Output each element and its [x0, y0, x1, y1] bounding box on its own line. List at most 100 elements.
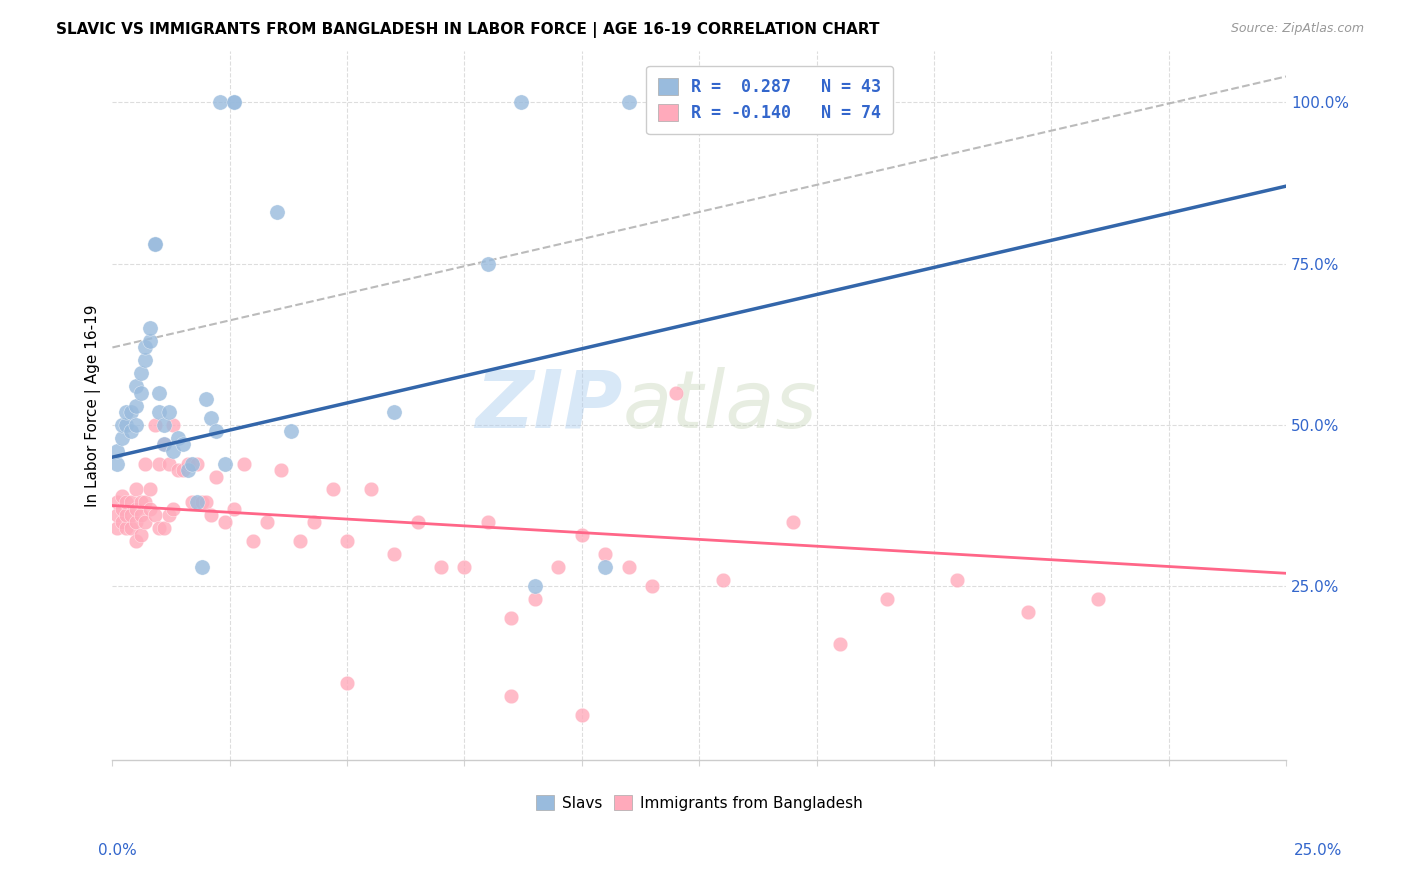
Text: atlas: atlas [623, 367, 818, 444]
Point [181, 495, 204, 509]
Point [477, 515, 499, 529]
Point [129, 385, 152, 400]
Point [617, 95, 640, 110]
Point [167, 431, 190, 445]
Point [523, 592, 546, 607]
Point [111, 501, 134, 516]
Point [195, 392, 218, 406]
Point [501, 689, 523, 703]
Point [453, 559, 475, 574]
Point [134, 353, 156, 368]
Point [209, 95, 232, 110]
Point [224, 95, 246, 110]
Point [186, 457, 208, 471]
Point [195, 495, 218, 509]
Point [125, 399, 148, 413]
Point [120, 521, 142, 535]
Point [477, 257, 499, 271]
Point [200, 411, 222, 425]
Point [134, 515, 156, 529]
Point [105, 457, 128, 471]
Point [186, 495, 208, 509]
Point [148, 457, 170, 471]
Point [134, 457, 156, 471]
Point [153, 521, 176, 535]
Point [360, 483, 382, 497]
Point [143, 237, 166, 252]
Point [115, 508, 138, 523]
Point [153, 417, 176, 432]
Point [139, 501, 162, 516]
Point [214, 457, 236, 471]
Point [162, 501, 184, 516]
Point [148, 405, 170, 419]
Point [242, 534, 264, 549]
Point [172, 437, 194, 451]
Point [157, 508, 180, 523]
Point [143, 508, 166, 523]
Point [176, 463, 198, 477]
Point [501, 611, 523, 625]
Point [946, 573, 969, 587]
Point [1087, 592, 1109, 607]
Point [139, 334, 162, 348]
Point [1017, 605, 1039, 619]
Point [111, 431, 134, 445]
Point [125, 483, 148, 497]
Point [595, 547, 617, 561]
Text: 0.0%: 0.0% [98, 843, 138, 858]
Point [162, 443, 184, 458]
Point [167, 463, 190, 477]
Text: 25.0%: 25.0% [1295, 843, 1343, 858]
Legend: Slavs, Immigrants from Bangladesh: Slavs, Immigrants from Bangladesh [530, 789, 869, 816]
Point [224, 501, 246, 516]
Point [115, 417, 138, 432]
Point [129, 527, 152, 541]
Point [523, 579, 546, 593]
Point [280, 425, 302, 439]
Point [105, 495, 128, 509]
Point [125, 417, 148, 432]
Point [571, 527, 593, 541]
Point [190, 559, 212, 574]
Point [153, 437, 176, 451]
Point [134, 341, 156, 355]
Point [148, 385, 170, 400]
Point [111, 515, 134, 529]
Text: SLAVIC VS IMMIGRANTS FROM BANGLADESH IN LABOR FORCE | AGE 16-19 CORRELATION CHAR: SLAVIC VS IMMIGRANTS FROM BANGLADESH IN … [56, 22, 880, 38]
Point [382, 405, 405, 419]
Point [172, 463, 194, 477]
Point [214, 515, 236, 529]
Point [120, 405, 142, 419]
Point [143, 417, 166, 432]
Point [157, 405, 180, 419]
Point [304, 515, 326, 529]
Point [256, 515, 278, 529]
Point [105, 443, 128, 458]
Point [105, 508, 128, 523]
Point [266, 205, 288, 219]
Y-axis label: In Labor Force | Age 16-19: In Labor Force | Age 16-19 [86, 304, 101, 507]
Point [148, 521, 170, 535]
Point [125, 534, 148, 549]
Point [153, 437, 176, 451]
Point [876, 592, 898, 607]
Point [336, 534, 359, 549]
Point [509, 95, 531, 110]
Point [430, 559, 453, 574]
Point [111, 417, 134, 432]
Point [571, 708, 593, 723]
Point [125, 379, 148, 393]
Point [547, 559, 569, 574]
Point [129, 366, 152, 380]
Point [782, 515, 804, 529]
Point [129, 495, 152, 509]
Text: Source: ZipAtlas.com: Source: ZipAtlas.com [1230, 22, 1364, 36]
Point [125, 501, 148, 516]
Point [270, 463, 292, 477]
Point [617, 559, 640, 574]
Point [204, 469, 226, 483]
Point [115, 405, 138, 419]
Point [181, 457, 204, 471]
Point [105, 521, 128, 535]
